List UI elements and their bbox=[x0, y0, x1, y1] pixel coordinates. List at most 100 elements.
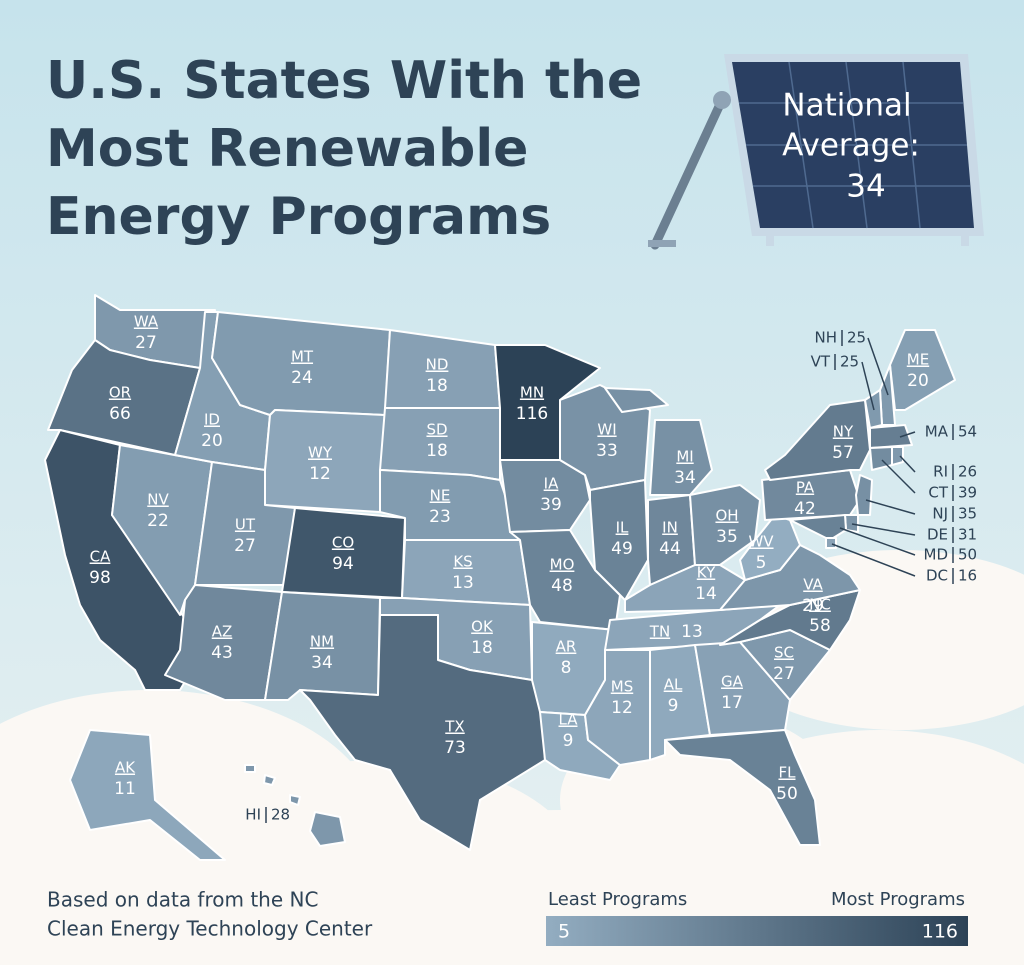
state-abbr: WI bbox=[597, 421, 616, 439]
state bbox=[891, 446, 904, 466]
state-abbr: WA bbox=[134, 313, 159, 331]
state-value: 42 bbox=[794, 499, 816, 519]
state-value: 18 bbox=[426, 441, 448, 461]
state bbox=[281, 507, 406, 599]
state-abbr: MN bbox=[520, 384, 544, 402]
state-value: 13 bbox=[681, 622, 703, 642]
state-abbr: MS bbox=[611, 678, 633, 696]
state-value: 23 bbox=[429, 507, 451, 527]
callout-abbr: NJ bbox=[932, 505, 948, 523]
legend-min: 5 bbox=[558, 921, 570, 943]
state-value: 33 bbox=[596, 441, 618, 461]
state-value: 58 bbox=[809, 616, 831, 636]
state-value: 94 bbox=[332, 554, 354, 574]
state-abbr: LA bbox=[559, 711, 579, 729]
title-line: Energy Programs bbox=[46, 187, 551, 247]
solar-panel: National Average: 34 bbox=[648, 54, 984, 250]
average-label: National bbox=[782, 88, 911, 124]
state-abbr: AZ bbox=[212, 623, 233, 641]
source-line: Clean Energy Technology Center bbox=[47, 917, 373, 941]
state-abbr: MT bbox=[291, 348, 314, 366]
state-value: 34 bbox=[674, 468, 696, 488]
state-abbr: MI bbox=[676, 448, 693, 466]
callout-value: 50 bbox=[958, 546, 977, 564]
state bbox=[624, 564, 746, 613]
state-value: 39 bbox=[540, 495, 562, 515]
state-abbr: NV bbox=[147, 491, 169, 509]
state bbox=[719, 589, 861, 651]
legend-bar bbox=[546, 916, 968, 946]
state-abbr: IA bbox=[544, 475, 559, 493]
state-value: 27 bbox=[135, 333, 157, 353]
callout-value: 26 bbox=[958, 463, 977, 481]
state bbox=[889, 329, 956, 411]
state-abbr: AL bbox=[664, 676, 683, 694]
title-line: Most Renewable bbox=[46, 119, 528, 179]
state-abbr: TN bbox=[649, 623, 670, 641]
state-abbr: GA bbox=[721, 673, 744, 691]
state-value: 50 bbox=[776, 784, 798, 804]
state-abbr: OH bbox=[715, 507, 738, 525]
callout-value: 28 bbox=[271, 806, 290, 824]
callout-abbr: MA bbox=[925, 423, 949, 441]
state-abbr: OK bbox=[471, 618, 494, 636]
state-value: 44 bbox=[659, 539, 681, 559]
state-value: 35 bbox=[716, 527, 738, 547]
state bbox=[789, 514, 847, 541]
callout-abbr: RI bbox=[933, 463, 948, 481]
state bbox=[244, 764, 346, 847]
state-value: 9 bbox=[668, 696, 679, 716]
state bbox=[69, 729, 226, 861]
states bbox=[44, 294, 956, 861]
state-value: 11 bbox=[114, 779, 136, 799]
state-abbr: WY bbox=[308, 444, 333, 462]
callout-abbr: DE bbox=[927, 526, 948, 544]
callout-abbr: NH bbox=[815, 329, 838, 347]
state-value: 12 bbox=[309, 464, 331, 484]
average-label: Average: bbox=[782, 128, 920, 164]
state-abbr: NM bbox=[310, 633, 334, 651]
state-value: 13 bbox=[452, 573, 474, 593]
state-value: 29 bbox=[802, 596, 824, 616]
state-abbr: NY bbox=[833, 423, 854, 441]
state-value: 17 bbox=[721, 693, 743, 713]
state-abbr: FL bbox=[779, 764, 797, 782]
title-line: U.S. States With the bbox=[46, 51, 642, 111]
state-abbr: TX bbox=[444, 718, 464, 736]
state bbox=[855, 474, 873, 516]
callout-value: 25 bbox=[840, 353, 859, 371]
state-abbr: NC bbox=[809, 596, 831, 614]
state-abbr: VA bbox=[803, 576, 823, 594]
callout-value: 31 bbox=[958, 526, 977, 544]
state-value: 73 bbox=[444, 738, 466, 758]
legend-max-label: Most Programs bbox=[831, 889, 965, 910]
state-abbr: MO bbox=[550, 556, 575, 574]
state-abbr: IN bbox=[662, 519, 678, 537]
state-value: 27 bbox=[234, 536, 256, 556]
state bbox=[825, 537, 837, 549]
state-value: 14 bbox=[695, 584, 717, 604]
state-value: 48 bbox=[551, 576, 573, 596]
state-value: 57 bbox=[832, 443, 854, 463]
state-abbr: OR bbox=[109, 384, 131, 402]
average-value: 34 bbox=[846, 169, 885, 205]
legend-min-label: Least Programs bbox=[548, 889, 687, 910]
source: Based on data from the NC Clean Energy T… bbox=[47, 888, 373, 941]
state-abbr: AR bbox=[556, 638, 577, 656]
state-value: 116 bbox=[516, 404, 548, 424]
state-abbr: AK bbox=[115, 759, 136, 777]
state-value: 18 bbox=[471, 638, 493, 658]
callout-abbr: VT bbox=[811, 353, 831, 371]
state-value: 8 bbox=[561, 658, 572, 678]
state-abbr: ME bbox=[907, 351, 929, 369]
state-value: 12 bbox=[611, 698, 633, 718]
callout-abbr: HI bbox=[245, 806, 261, 824]
state-value: 66 bbox=[109, 404, 131, 424]
state-value: 5 bbox=[756, 553, 767, 573]
callout-abbr: CT bbox=[928, 484, 948, 502]
state bbox=[589, 479, 649, 601]
state-value: 34 bbox=[311, 653, 333, 673]
